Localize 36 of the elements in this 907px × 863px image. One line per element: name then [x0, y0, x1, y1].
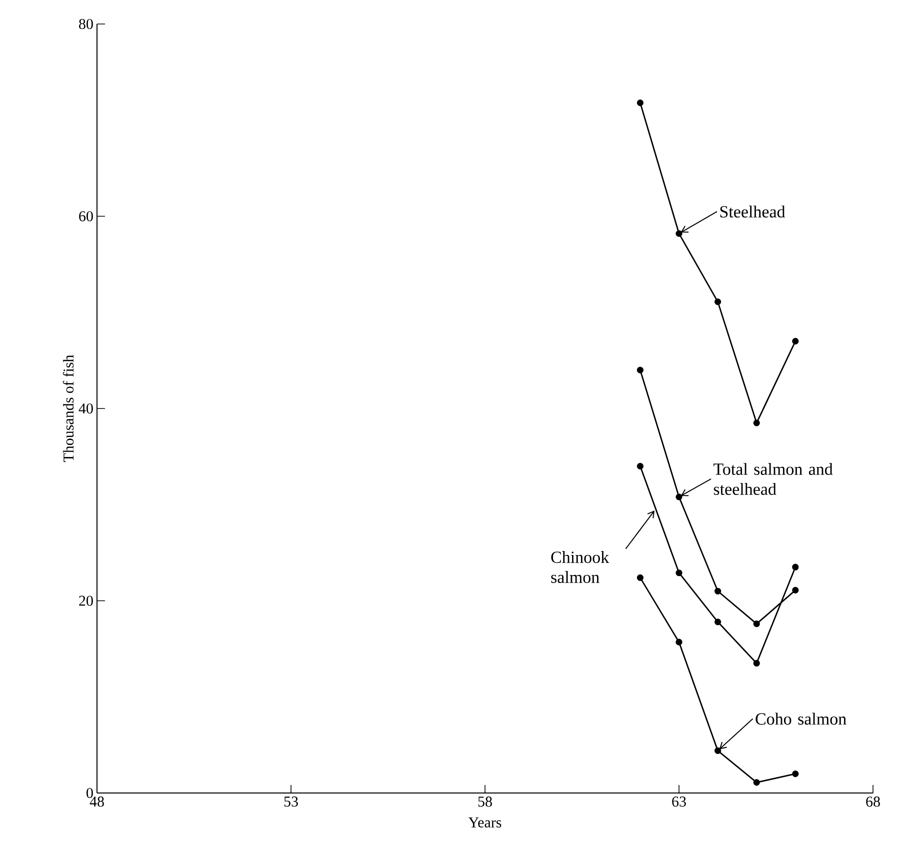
x-tick-label: 58	[478, 796, 492, 807]
annotation: Steelhead	[720, 206, 786, 218]
point	[792, 338, 799, 345]
x-tick-label: 53	[284, 796, 298, 807]
point	[714, 588, 722, 594]
x-tick-label: 63	[672, 796, 686, 807]
x-axis-title: Years	[468, 818, 502, 828]
y-tick-label: 80	[79, 18, 93, 30]
point	[792, 586, 799, 594]
y-tick-label: 40	[78, 403, 93, 414]
point	[792, 564, 799, 570]
y-tick-label: 60	[79, 211, 93, 222]
point	[753, 420, 760, 426]
point	[792, 770, 799, 778]
point	[636, 462, 644, 470]
point	[636, 100, 644, 106]
y-tick-label: 0	[86, 788, 93, 798]
x-tick-label: 48	[90, 796, 104, 807]
point	[714, 747, 722, 754]
y-tick-label: 20	[79, 596, 93, 606]
x-tick-label: 68	[866, 796, 880, 807]
point	[676, 494, 682, 500]
point	[676, 570, 682, 576]
point	[753, 660, 760, 667]
point	[714, 298, 722, 306]
y-axis-title: Thousands of fish	[62, 354, 74, 462]
point	[714, 618, 722, 626]
point	[753, 620, 760, 628]
annotation: Coho salmon	[756, 712, 846, 725]
point	[636, 366, 644, 374]
point	[676, 638, 682, 646]
point	[753, 779, 760, 786]
point	[676, 230, 682, 237]
annotation: Chinook salmon	[551, 551, 610, 584]
point	[636, 574, 644, 581]
annotation: Total salmon and steelhead	[714, 462, 833, 495]
